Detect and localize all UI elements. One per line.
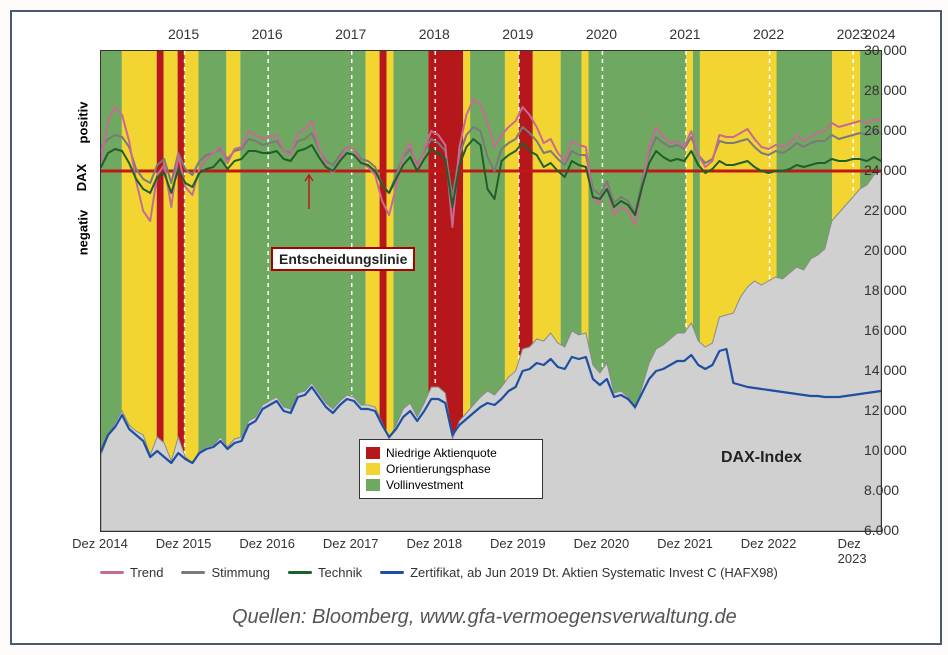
chart-frame: 2015 2016 2017 2018 2019 2020 2021 2022 20232024… (10, 10, 942, 645)
line-legend-item: Zertifikat, ab Jun 2019 Dt. Aktien Syste… (380, 565, 778, 580)
y-axis-ticks: 30.00028.00026.00024.00022.00020.00018.0… (864, 50, 932, 530)
bottom-year-label: Dez 2014 (72, 536, 128, 551)
bottom-year-axis: Dez 2014Dez 2015Dez 2016Dez 2017Dez 2018… (100, 536, 880, 556)
top-year-label: 2017 (335, 26, 366, 42)
source-text: Quellen: Bloomberg, www.gfa-vermoegensve… (232, 606, 737, 629)
line-legend-label: Trend (130, 565, 163, 580)
y-tick-label: 22.000 (864, 202, 907, 218)
line-legend-item: Technik (288, 565, 362, 580)
top-year-label: 2015 (168, 26, 199, 42)
line-swatch (100, 571, 124, 574)
bottom-year-label: Dez 2021 (657, 536, 713, 551)
top-year-label: 2024 (864, 26, 895, 42)
line-legend-item: Stimmung (181, 565, 270, 580)
bottom-year-label: Dez 2018 (406, 536, 462, 551)
top-year-label: 2023 (837, 26, 868, 42)
y-tick-label: 10.000 (864, 442, 907, 458)
line-legend: Trend Stimmung Technik Zertifikat, ab Jun 2… (100, 562, 900, 580)
y-tick-label: 14.000 (864, 362, 907, 378)
bottom-year-label: Dez 2020 (574, 536, 630, 551)
line-legend-label: Zertifikat, ab Jun 2019 Dt. Aktien Syste… (410, 565, 778, 580)
bottom-year-label: Dez 2017 (323, 536, 379, 551)
y-tick-label: 26.000 (864, 122, 907, 138)
phase-legend-item: Niedrige Aktienquote (366, 446, 536, 460)
top-year-axis: 2015201620172018201920202021202220232024 (100, 26, 880, 46)
top-year-label: 2019 (502, 26, 533, 42)
dax-index-label: DAX-Index (721, 449, 802, 467)
top-year-label: 2021 (669, 26, 700, 42)
y-label-positiv: positiv (75, 102, 90, 144)
line-legend-label: Stimmung (211, 565, 270, 580)
phase-legend-item: Vollinvestment (366, 478, 536, 492)
y-tick-label: 28.000 (864, 82, 907, 98)
phase-legend-label: Vollinvestment (386, 478, 463, 492)
decision-line-label: Entscheidungslinie (271, 247, 415, 271)
plot-area: Niedrige Aktienquote Orientierungsphase Vo… (100, 50, 882, 532)
line-legend-label: Technik (318, 565, 362, 580)
y-tick-label: 30.000 (864, 42, 907, 58)
phase-legend-label: Orientierungsphase (386, 462, 491, 476)
top-year-label: 2016 (252, 26, 283, 42)
line-legend-item: Trend (100, 565, 163, 580)
y-label-negativ: negativ (75, 210, 90, 256)
y-tick-label: 8.000 (864, 482, 899, 498)
y-tick-label: 12.000 (864, 402, 907, 418)
top-year-label: 2020 (586, 26, 617, 42)
phase-swatch (366, 447, 380, 459)
bottom-year-label: Dez 2022 (741, 536, 797, 551)
bottom-year-label: Dez 2016 (239, 536, 295, 551)
y-label-dax: DAX (74, 164, 89, 191)
phase-swatch (366, 479, 380, 491)
line-swatch (181, 571, 205, 574)
phase-legend-label: Niedrige Aktienquote (386, 446, 497, 460)
phase-legend-box: Niedrige Aktienquote Orientierungsphase Vo… (359, 439, 543, 499)
line-swatch (380, 571, 404, 574)
bottom-year-label: Dez 2019 (490, 536, 546, 551)
top-year-label: 2022 (753, 26, 784, 42)
y-tick-label: 16.000 (864, 322, 907, 338)
y-tick-label: 20.000 (864, 242, 907, 258)
y-tick-label: 18.000 (864, 282, 907, 298)
bottom-year-label: Dez 2015 (156, 536, 212, 551)
phase-legend-item: Orientierungsphase (366, 462, 536, 476)
y-axis-caption: positiv DAX negativ (70, 50, 90, 530)
line-swatch (288, 571, 312, 574)
y-tick-label: 24.000 (864, 162, 907, 178)
phase-swatch (366, 463, 380, 475)
top-year-label: 2018 (419, 26, 450, 42)
